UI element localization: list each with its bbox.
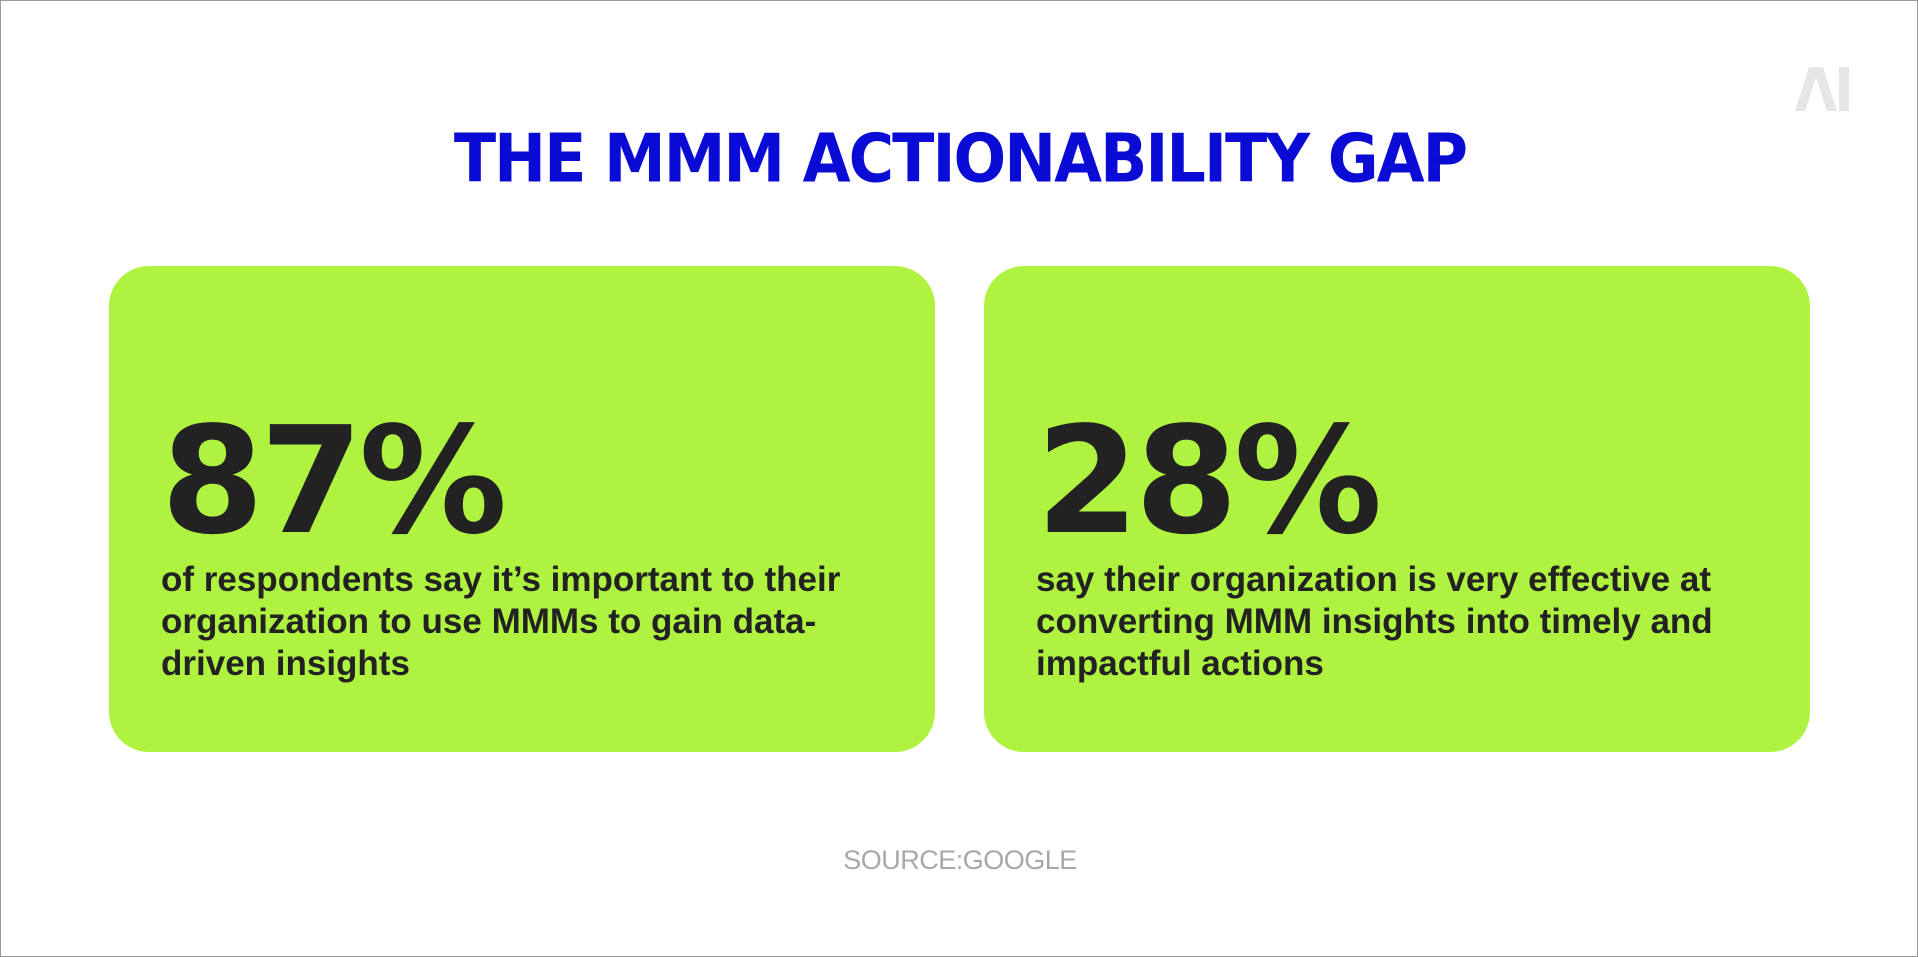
source-note: SOURCE:GOOGLE xyxy=(843,845,1077,875)
page-title: THE MMM ACTIONABILITY GAP xyxy=(453,119,1468,198)
stat-description: say their organization is very effective… xyxy=(1036,560,1713,683)
stat-card-87: 87% of respondents say it’s important to… xyxy=(109,266,935,752)
stat-value: 28% xyxy=(1036,395,1382,567)
ai-logo-icon xyxy=(1795,67,1849,111)
stat-value: 87% xyxy=(161,395,507,567)
stat-card-28: 28% say their organization is very effec… xyxy=(984,266,1810,752)
stat-description: of respondents say it’s important to the… xyxy=(161,560,841,683)
